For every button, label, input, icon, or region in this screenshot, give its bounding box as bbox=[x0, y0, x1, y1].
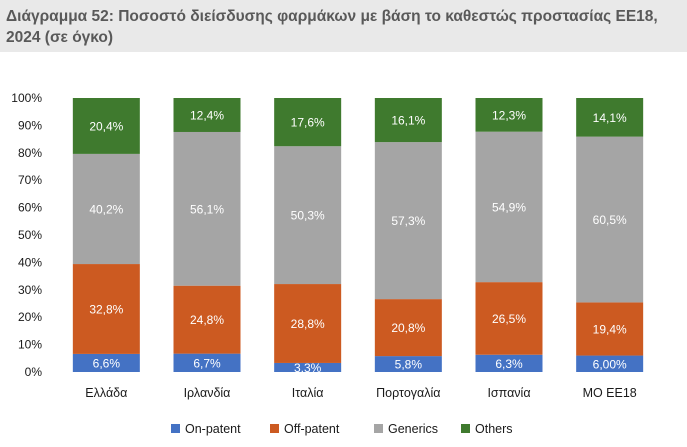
bar-segment-off-patent bbox=[72, 264, 140, 354]
data-label: 6,3% bbox=[495, 357, 523, 371]
bar-segment-on-patent bbox=[173, 353, 241, 372]
bar-segment-off-patent bbox=[173, 285, 241, 354]
y-tick-label: 40% bbox=[18, 255, 42, 269]
legend-label: Generics bbox=[388, 422, 438, 436]
bar-segment-on-patent bbox=[576, 355, 644, 372]
y-tick-label: 0% bbox=[25, 365, 43, 379]
legend-swatch bbox=[171, 424, 180, 433]
data-label: 3,3% bbox=[294, 361, 322, 375]
data-label: 19,4% bbox=[593, 322, 627, 336]
y-tick-label: 90% bbox=[18, 118, 42, 132]
data-label: 6,00% bbox=[593, 357, 627, 371]
data-label: 56,1% bbox=[190, 202, 224, 216]
bar-segment-on-patent bbox=[72, 353, 140, 372]
data-label: 24,8% bbox=[190, 313, 224, 327]
y-tick-label: 20% bbox=[18, 310, 42, 324]
bar-segment-generics bbox=[576, 136, 644, 303]
data-label: 5,8% bbox=[395, 358, 423, 372]
data-label: 20,4% bbox=[89, 119, 123, 133]
data-label: 40,2% bbox=[89, 202, 123, 216]
x-category-label: Ιρλανδία bbox=[184, 386, 231, 400]
bar-segment-off-patent bbox=[475, 282, 543, 355]
y-tick-label: 100% bbox=[11, 91, 42, 105]
data-label: 6,6% bbox=[93, 356, 121, 370]
data-label: 12,4% bbox=[190, 108, 224, 122]
data-label: 60,5% bbox=[593, 213, 627, 227]
data-label: 32,8% bbox=[89, 302, 123, 316]
bar-segment-generics bbox=[374, 142, 442, 300]
bar-segment-off-patent bbox=[576, 302, 644, 356]
bar-segment-others bbox=[374, 98, 442, 143]
bar-segment-others bbox=[72, 98, 140, 154]
y-tick-label: 50% bbox=[18, 228, 42, 242]
data-label: 26,5% bbox=[492, 312, 526, 326]
data-label: 17,6% bbox=[291, 116, 325, 130]
chart-title: Διάγραμμα 52: Ποσοστό διείσδυσης φαρμάκω… bbox=[6, 8, 658, 46]
bar-segment-on-patent bbox=[475, 354, 543, 372]
bar-segment-others bbox=[173, 98, 241, 132]
x-category-label: ΜΟ ΕΕ18 bbox=[583, 386, 637, 400]
legend-swatch bbox=[270, 424, 279, 433]
bar-segment-on-patent bbox=[274, 362, 342, 372]
x-category-label: Ιταλία bbox=[292, 386, 324, 400]
data-label: 20,8% bbox=[391, 321, 425, 335]
data-label: 57,3% bbox=[391, 214, 425, 228]
y-tick-label: 60% bbox=[18, 201, 42, 215]
data-label: 16,1% bbox=[391, 114, 425, 128]
x-category-label: Πορτογαλία bbox=[376, 386, 440, 400]
y-tick-label: 80% bbox=[18, 146, 42, 160]
bar-segment-on-patent bbox=[374, 356, 442, 372]
data-label: 50,3% bbox=[291, 209, 325, 223]
legend-label: On-patent bbox=[185, 422, 241, 436]
legend-swatch bbox=[461, 424, 470, 433]
x-category-label: Ισπανία bbox=[487, 386, 530, 400]
bar-segment-generics bbox=[475, 131, 543, 283]
legend-swatch bbox=[374, 424, 383, 433]
bar-segment-generics bbox=[274, 146, 342, 285]
bar-segment-off-patent bbox=[374, 299, 442, 357]
y-tick-label: 30% bbox=[18, 283, 42, 297]
bar-segment-generics bbox=[173, 131, 241, 286]
legend-label: Others bbox=[475, 422, 513, 436]
data-label: 28,8% bbox=[291, 317, 325, 331]
bar-segment-others bbox=[274, 98, 342, 147]
data-label: 6,7% bbox=[193, 356, 221, 370]
title-band bbox=[0, 0, 687, 52]
bar-segment-off-patent bbox=[274, 284, 342, 363]
bar-segment-others bbox=[576, 98, 644, 137]
data-label: 54,9% bbox=[492, 200, 526, 214]
y-tick-label: 10% bbox=[18, 338, 42, 352]
bar-segment-others bbox=[475, 98, 543, 132]
data-label: 14,1% bbox=[593, 111, 627, 125]
x-category-label: Ελλάδα bbox=[85, 386, 127, 400]
data-label: 12,3% bbox=[492, 108, 526, 122]
bar-segment-generics bbox=[72, 153, 140, 265]
y-tick-label: 70% bbox=[18, 173, 42, 187]
legend-label: Off-patent bbox=[284, 422, 340, 436]
